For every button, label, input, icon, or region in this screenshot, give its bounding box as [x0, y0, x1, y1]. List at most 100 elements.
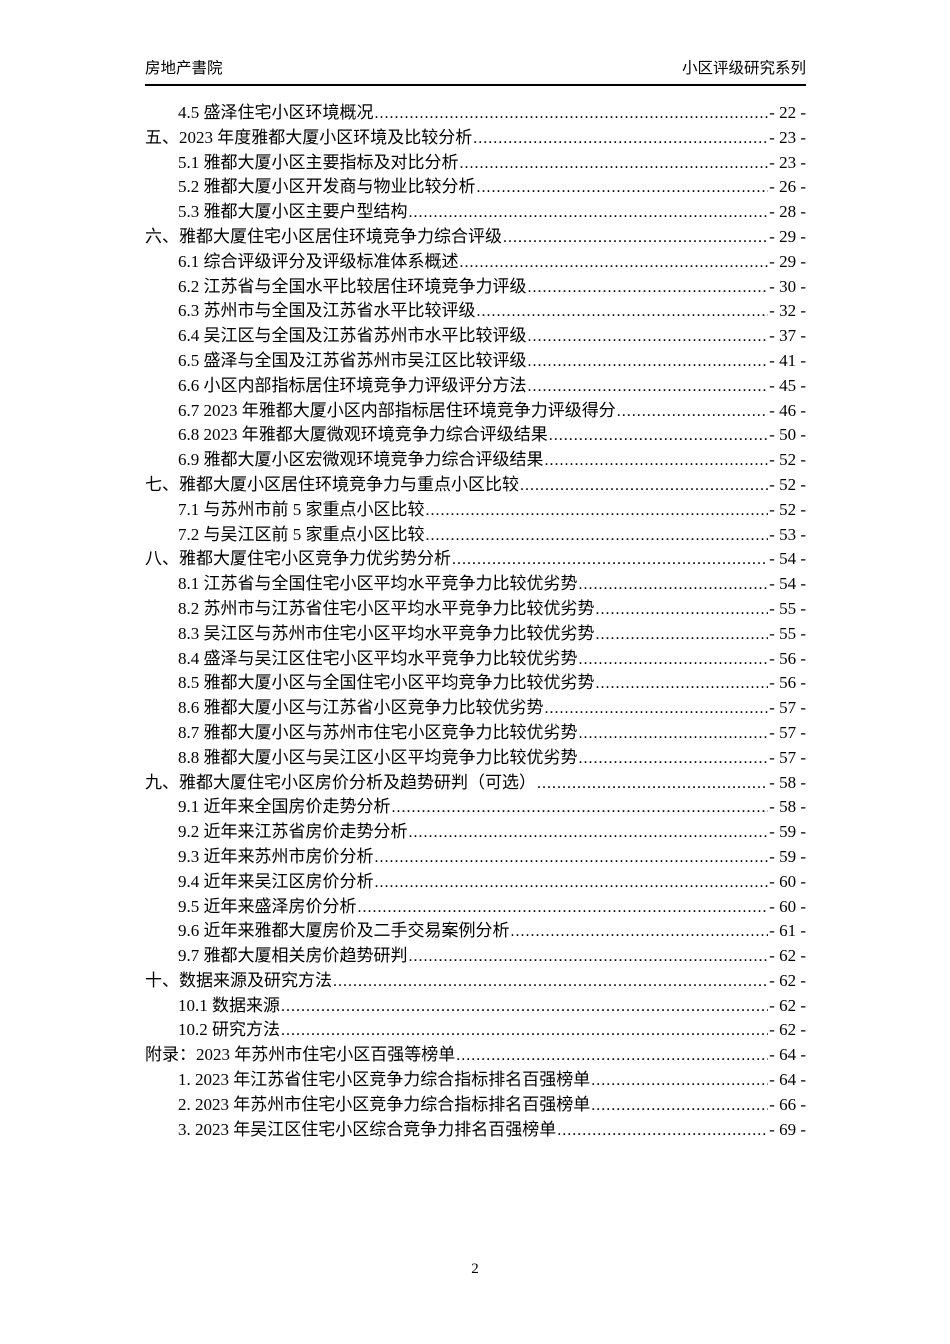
toc-entry[interactable]: 3. 2023 年吴江区住宅小区综合竞争力排名百强榜单 - 69 -: [145, 1118, 806, 1143]
toc-entry[interactable]: 4.5 盛泽住宅小区环境概况 - 22 -: [145, 101, 806, 126]
toc-page-number: - 22 -: [769, 103, 806, 122]
toc-entry[interactable]: 6.1 综合评级评分及评级标准体系概述 - 29 -: [145, 250, 806, 275]
toc-entry[interactable]: 8.2 苏州市与江苏省住宅小区平均水平竞争力比较优劣势 - 55 -: [145, 597, 806, 622]
toc-page-number: - 57 -: [769, 698, 806, 718]
toc-entry[interactable]: 7.2 与吴江区前 5 家重点小区比较 - 53 -: [145, 523, 806, 548]
toc-entry-label: 7.2 与吴江区前 5 家重点小区比较: [178, 524, 425, 544]
toc-entry-label: 七、雅都大厦小区居住环境竞争力与重点小区比较: [145, 474, 519, 494]
toc-entry[interactable]: 9.7 雅都大厦相关房价趋势研判 - 62 -: [145, 944, 806, 969]
toc-entry-label: 6.5 盛泽与全国及江苏省苏州市吴江区比较评级: [178, 350, 527, 370]
toc-page-number: - 61 -: [769, 921, 806, 941]
toc-entry[interactable]: 6.4 吴江区与全国及江苏省苏州市水平比较评级 - 37 -: [145, 324, 806, 349]
toc-page-number: - 58 -: [769, 797, 806, 817]
toc-entry[interactable]: 6.7 2023 年雅都大厦小区内部指标居住环境竞争力评级得分 - 46 -: [145, 399, 806, 424]
toc-entry[interactable]: 九、雅都大厦住宅小区房价分析及趋势研判（可选） - 58 -: [145, 771, 806, 796]
toc-entry-label: 6.6 小区内部指标居住环境竞争力评级评分方法: [178, 375, 527, 395]
toc-entry-label: 6.9 雅都大厦小区宏微观环境竞争力综合评级结果: [178, 450, 544, 470]
toc-entry[interactable]: 6.9 雅都大厦小区宏微观环境竞争力综合评级结果 - 52 -: [145, 448, 806, 473]
toc-entry[interactable]: 9.2 近年来江苏省房价走势分析 - 59 -: [145, 820, 806, 845]
toc-entry[interactable]: 1. 2023 年江苏省住宅小区竞争力综合指标排名百强榜单 - 64 -: [145, 1068, 806, 1093]
toc-entry-label: 九、雅都大厦住宅小区房价分析及趋势研判（可选）: [145, 772, 536, 792]
toc-entry[interactable]: 7.1 与苏州市前 5 家重点小区比较 - 52 -: [145, 498, 806, 523]
toc-leader-dots: [617, 399, 768, 425]
toc-entry-label: 9.5 近年来盛泽房价分析: [178, 896, 357, 916]
toc-entry[interactable]: 六、雅都大厦住宅小区居住环境竞争力综合评级 - 29 -: [145, 225, 806, 250]
toc-page-number: - 45 -: [769, 375, 806, 395]
page-footer: 2: [0, 1259, 950, 1279]
toc-page-number: - 62 -: [769, 1020, 806, 1040]
toc-entry[interactable]: 8.4 盛泽与吴江区住宅小区平均水平竞争力比较优劣势 - 56 -: [145, 647, 806, 672]
toc-entry[interactable]: 8.7 雅都大厦小区与苏州市住宅小区竞争力比较优劣势 - 57 -: [145, 721, 806, 746]
toc-entry-label: 10.1 数据来源: [178, 995, 280, 1015]
toc-page-number: - 54 -: [769, 574, 806, 594]
toc-page-number: - 53 -: [769, 524, 806, 544]
toc-entry[interactable]: 9.1 近年来全国房价走势分析 - 58 -: [145, 795, 806, 820]
toc-leader-dots: [596, 671, 769, 697]
toc-entry[interactable]: 6.6 小区内部指标居住环境竞争力评级评分方法 - 45 -: [145, 374, 806, 399]
toc-page-number: - 50 -: [769, 425, 806, 445]
toc-leader-dots: [281, 994, 768, 1020]
toc-page-number: - 26 -: [769, 177, 806, 197]
toc-leader-dots: [392, 795, 769, 821]
toc-page-number: - 54 -: [769, 549, 806, 569]
toc-entry-label: 十、数据来源及研究方法: [145, 970, 332, 990]
toc-leader-dots: [375, 845, 769, 871]
toc-entry[interactable]: 9.3 近年来苏州市房价分析 - 59 -: [145, 845, 806, 870]
toc-entry[interactable]: 5.2 雅都大厦小区开发商与物业比较分析 - 26 -: [145, 175, 806, 200]
toc-entry[interactable]: 八、雅都大厦住宅小区竞争力优劣势分析 - 54 -: [145, 547, 806, 572]
toc-page-number: - 62 -: [769, 995, 806, 1015]
toc-page-number: - 60 -: [769, 871, 806, 891]
toc-entry-label: 5.1 雅都大厦小区主要指标及对比分析: [178, 152, 459, 172]
toc-entry[interactable]: 9.6 近年来雅都大厦房价及二手交易案例分析 - 61 -: [145, 919, 806, 944]
toc-entry[interactable]: 10.2 研究方法 - 62 -: [145, 1018, 806, 1043]
toc-page-number: - 59 -: [769, 846, 806, 866]
toc-entry-label: 六、雅都大厦住宅小区居住环境竞争力综合评级: [145, 226, 502, 246]
toc-page-number: - 55 -: [769, 598, 806, 618]
toc-entry[interactable]: 6.2 江苏省与全国水平比较居住环境竞争力评级 - 30 -: [145, 275, 806, 300]
toc-entry-label: 八、雅都大厦住宅小区竞争力优劣势分析: [145, 549, 451, 569]
toc-entry[interactable]: 9.4 近年来吴江区房价分析 - 60 -: [145, 870, 806, 895]
toc-page-number: - 60 -: [769, 896, 806, 916]
toc-entry[interactable]: 附录：2023 年苏州市住宅小区百强等榜单 - 64 -: [145, 1043, 806, 1068]
toc-entry[interactable]: 6.8 2023 年雅都大厦微观环境竞争力综合评级结果 - 50 -: [145, 423, 806, 448]
toc-entry[interactable]: 10.1 数据来源 - 62 -: [145, 994, 806, 1019]
toc-entry[interactable]: 5.3 雅都大厦小区主要户型结构 - 28 -: [145, 200, 806, 225]
toc-leader-dots: [520, 473, 768, 499]
toc-entry-label: 3. 2023 年吴江区住宅小区综合竞争力排名百强榜单: [178, 1119, 557, 1139]
toc-page-number: - 59 -: [769, 822, 806, 842]
toc-page-number: - 66 -: [769, 1094, 806, 1114]
toc-entry[interactable]: 8.6 雅都大厦小区与江苏省小区竞争力比较优劣势 - 57 -: [145, 696, 806, 721]
toc-entry[interactable]: 9.5 近年来盛泽房价分析 - 60 -: [145, 895, 806, 920]
toc-page-number: - 62 -: [769, 970, 806, 990]
toc-entry-label: 4.5 盛泽住宅小区环境概况: [178, 103, 374, 122]
toc-leader-dots: [545, 696, 769, 722]
toc-leader-dots: [358, 895, 769, 921]
toc-entry[interactable]: 6.5 盛泽与全国及江苏省苏州市吴江区比较评级 - 41 -: [145, 349, 806, 374]
toc-leader-dots: [579, 572, 769, 598]
toc-leader-dots: [409, 200, 769, 226]
toc-entry[interactable]: 十、数据来源及研究方法 - 62 -: [145, 969, 806, 994]
toc-entry-label: 5.3 雅都大厦小区主要户型结构: [178, 202, 408, 222]
toc-entry[interactable]: 七、雅都大厦小区居住环境竞争力与重点小区比较 - 52 -: [145, 473, 806, 498]
page-number: 2: [471, 1261, 479, 1277]
toc-page-number: - 64 -: [769, 1070, 806, 1090]
toc-leader-dots: [528, 275, 769, 301]
toc-leader-dots: [591, 1093, 768, 1119]
toc-leader-dots: [537, 771, 768, 797]
toc-entry[interactable]: 8.8 雅都大厦小区与吴江区小区平均竞争力比较优劣势 - 57 -: [145, 746, 806, 771]
toc-entry[interactable]: 5.1 雅都大厦小区主要指标及对比分析 - 23 -: [145, 151, 806, 176]
toc-entry[interactable]: 8.5 雅都大厦小区与全国住宅小区平均竞争力比较优劣势 - 56 -: [145, 671, 806, 696]
toc-page-number: - 52 -: [769, 474, 806, 494]
toc-page-number: - 28 -: [769, 202, 806, 222]
toc-page-number: - 37 -: [769, 326, 806, 346]
toc-page-number: - 56 -: [769, 648, 806, 668]
toc-entry-label: 8.1 江苏省与全国住宅小区平均水平竞争力比较优劣势: [178, 574, 578, 594]
toc-entry[interactable]: 五、2023 年度雅都大厦小区环境及比较分析 - 23 -: [145, 126, 806, 151]
toc-entry[interactable]: 2. 2023 年苏州市住宅小区竞争力综合指标排名百强榜单 - 66 -: [145, 1093, 806, 1118]
toc-entry-label: 8.5 雅都大厦小区与全国住宅小区平均竞争力比较优劣势: [178, 673, 595, 693]
toc-entry[interactable]: 8.3 吴江区与苏州市住宅小区平均水平竞争力比较优劣势 - 55 -: [145, 622, 806, 647]
toc-leader-dots: [591, 1068, 768, 1094]
toc-entry[interactable]: 8.1 江苏省与全国住宅小区平均水平竞争力比较优劣势 - 54 -: [145, 572, 806, 597]
toc-entry-label: 8.4 盛泽与吴江区住宅小区平均水平竞争力比较优劣势: [178, 648, 578, 668]
toc-entry[interactable]: 6.3 苏州市与全国及江苏省水平比较评级 - 32 -: [145, 299, 806, 324]
